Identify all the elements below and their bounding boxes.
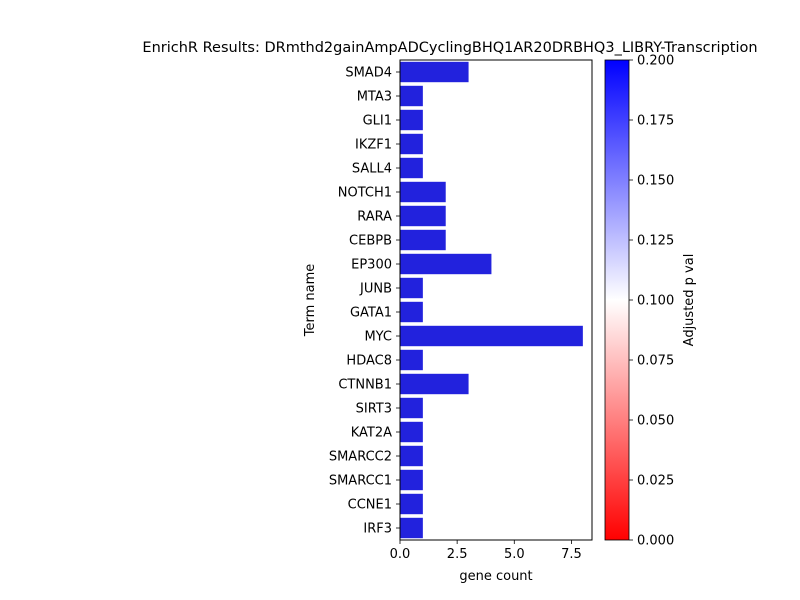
y-tick-label-kat2a: KAT2A bbox=[351, 426, 392, 441]
bar-irf3 bbox=[400, 517, 423, 539]
bar-gli1 bbox=[400, 109, 423, 131]
colorbar-tick-label: 0.175 bbox=[637, 114, 674, 129]
colorbar-tick-label: 0.150 bbox=[637, 174, 674, 189]
y-tick-labels: SMAD4 MTA3 GLI1 IKZF1 SALL4 NOTCH1 RARA CEBPB EP… bbox=[329, 66, 400, 537]
y-tick-label-notch1: NOTCH1 bbox=[338, 186, 392, 201]
colorbar-ticks: 0.000 0.025 0.050 0.075 0.100 0.125 0.150 0.175… bbox=[629, 54, 674, 549]
colorbar-tick-label: 0.075 bbox=[637, 354, 674, 369]
bar-notch1 bbox=[400, 181, 446, 203]
bar-cebpb bbox=[400, 229, 446, 251]
x-axis-label: gene count bbox=[459, 569, 532, 584]
bar-rara bbox=[400, 205, 446, 227]
y-tick-label-junb: JUNB bbox=[359, 282, 392, 297]
bar-smad4 bbox=[400, 61, 469, 83]
y-tick-label-smarcc2: SMARCC2 bbox=[329, 450, 392, 465]
colorbar-tick-label: 0.200 bbox=[637, 54, 674, 69]
y-tick-label-rara: RARA bbox=[357, 210, 392, 225]
bar-gata1 bbox=[400, 301, 423, 323]
y-tick-label-ctnnb1: CTNNB1 bbox=[338, 378, 392, 393]
bar-smarcc1 bbox=[400, 469, 423, 491]
y-tick-label-ep300: EP300 bbox=[351, 258, 392, 273]
bar-ikzf1 bbox=[400, 133, 423, 155]
bar-kat2a bbox=[400, 421, 423, 443]
bar-junb bbox=[400, 277, 423, 299]
x-ticks: 0.0 2.5 5.0 7.5 bbox=[390, 540, 582, 562]
chart-title: EnrichR Results: DRmthd2gainAmpADCycling… bbox=[142, 40, 757, 56]
plot-frame bbox=[399, 59, 593, 541]
y-tick-label-mta3: MTA3 bbox=[357, 90, 392, 105]
x-tick-label: 5.0 bbox=[504, 547, 525, 562]
bar-sirt3 bbox=[400, 397, 423, 419]
y-tick-label-myc: MYC bbox=[364, 330, 392, 345]
x-tick-label: 0.0 bbox=[390, 547, 411, 562]
bars-group bbox=[400, 61, 583, 539]
bar-ep300 bbox=[400, 253, 492, 275]
x-tick-label: 2.5 bbox=[447, 547, 468, 562]
bar-smarcc2 bbox=[400, 445, 423, 467]
colorbar-tick-label: 0.125 bbox=[637, 234, 674, 249]
colorbar-tick-label: 0.050 bbox=[637, 414, 674, 429]
colorbar-label: Adjusted p val bbox=[682, 254, 697, 347]
x-tick-label: 7.5 bbox=[561, 547, 582, 562]
bar-ccne1 bbox=[400, 493, 423, 515]
y-tick-label-gata1: GATA1 bbox=[350, 306, 392, 321]
y-tick-label-hdac8: HDAC8 bbox=[346, 354, 392, 369]
y-tick-label-smarcc1: SMARCC1 bbox=[329, 474, 392, 489]
y-tick-label-sall4: SALL4 bbox=[352, 162, 392, 177]
y-tick-label-ikzf1: IKZF1 bbox=[355, 138, 392, 153]
y-tick-label-gli1: GLI1 bbox=[363, 114, 392, 129]
colorbar-tick-label: 0.100 bbox=[637, 294, 674, 309]
y-tick-label-smad4: SMAD4 bbox=[345, 66, 392, 81]
bar-sall4 bbox=[400, 157, 423, 179]
y-tick-label-sirt3: SIRT3 bbox=[356, 402, 392, 417]
bar-mta3 bbox=[400, 85, 423, 107]
y-tick-label-ccne1: CCNE1 bbox=[348, 498, 392, 513]
y-tick-label-cebpb: CEBPB bbox=[349, 234, 392, 249]
colorbar bbox=[604, 59, 630, 541]
y-axis-label: Term name bbox=[303, 264, 318, 338]
y-tick-label-irf3: IRF3 bbox=[363, 522, 392, 537]
colorbar-tick-label: 0.000 bbox=[637, 534, 674, 549]
bar-hdac8 bbox=[400, 349, 423, 371]
colorbar-tick-label: 0.025 bbox=[637, 474, 674, 489]
bar-ctnnb1 bbox=[400, 373, 469, 395]
bar-myc bbox=[400, 325, 583, 347]
